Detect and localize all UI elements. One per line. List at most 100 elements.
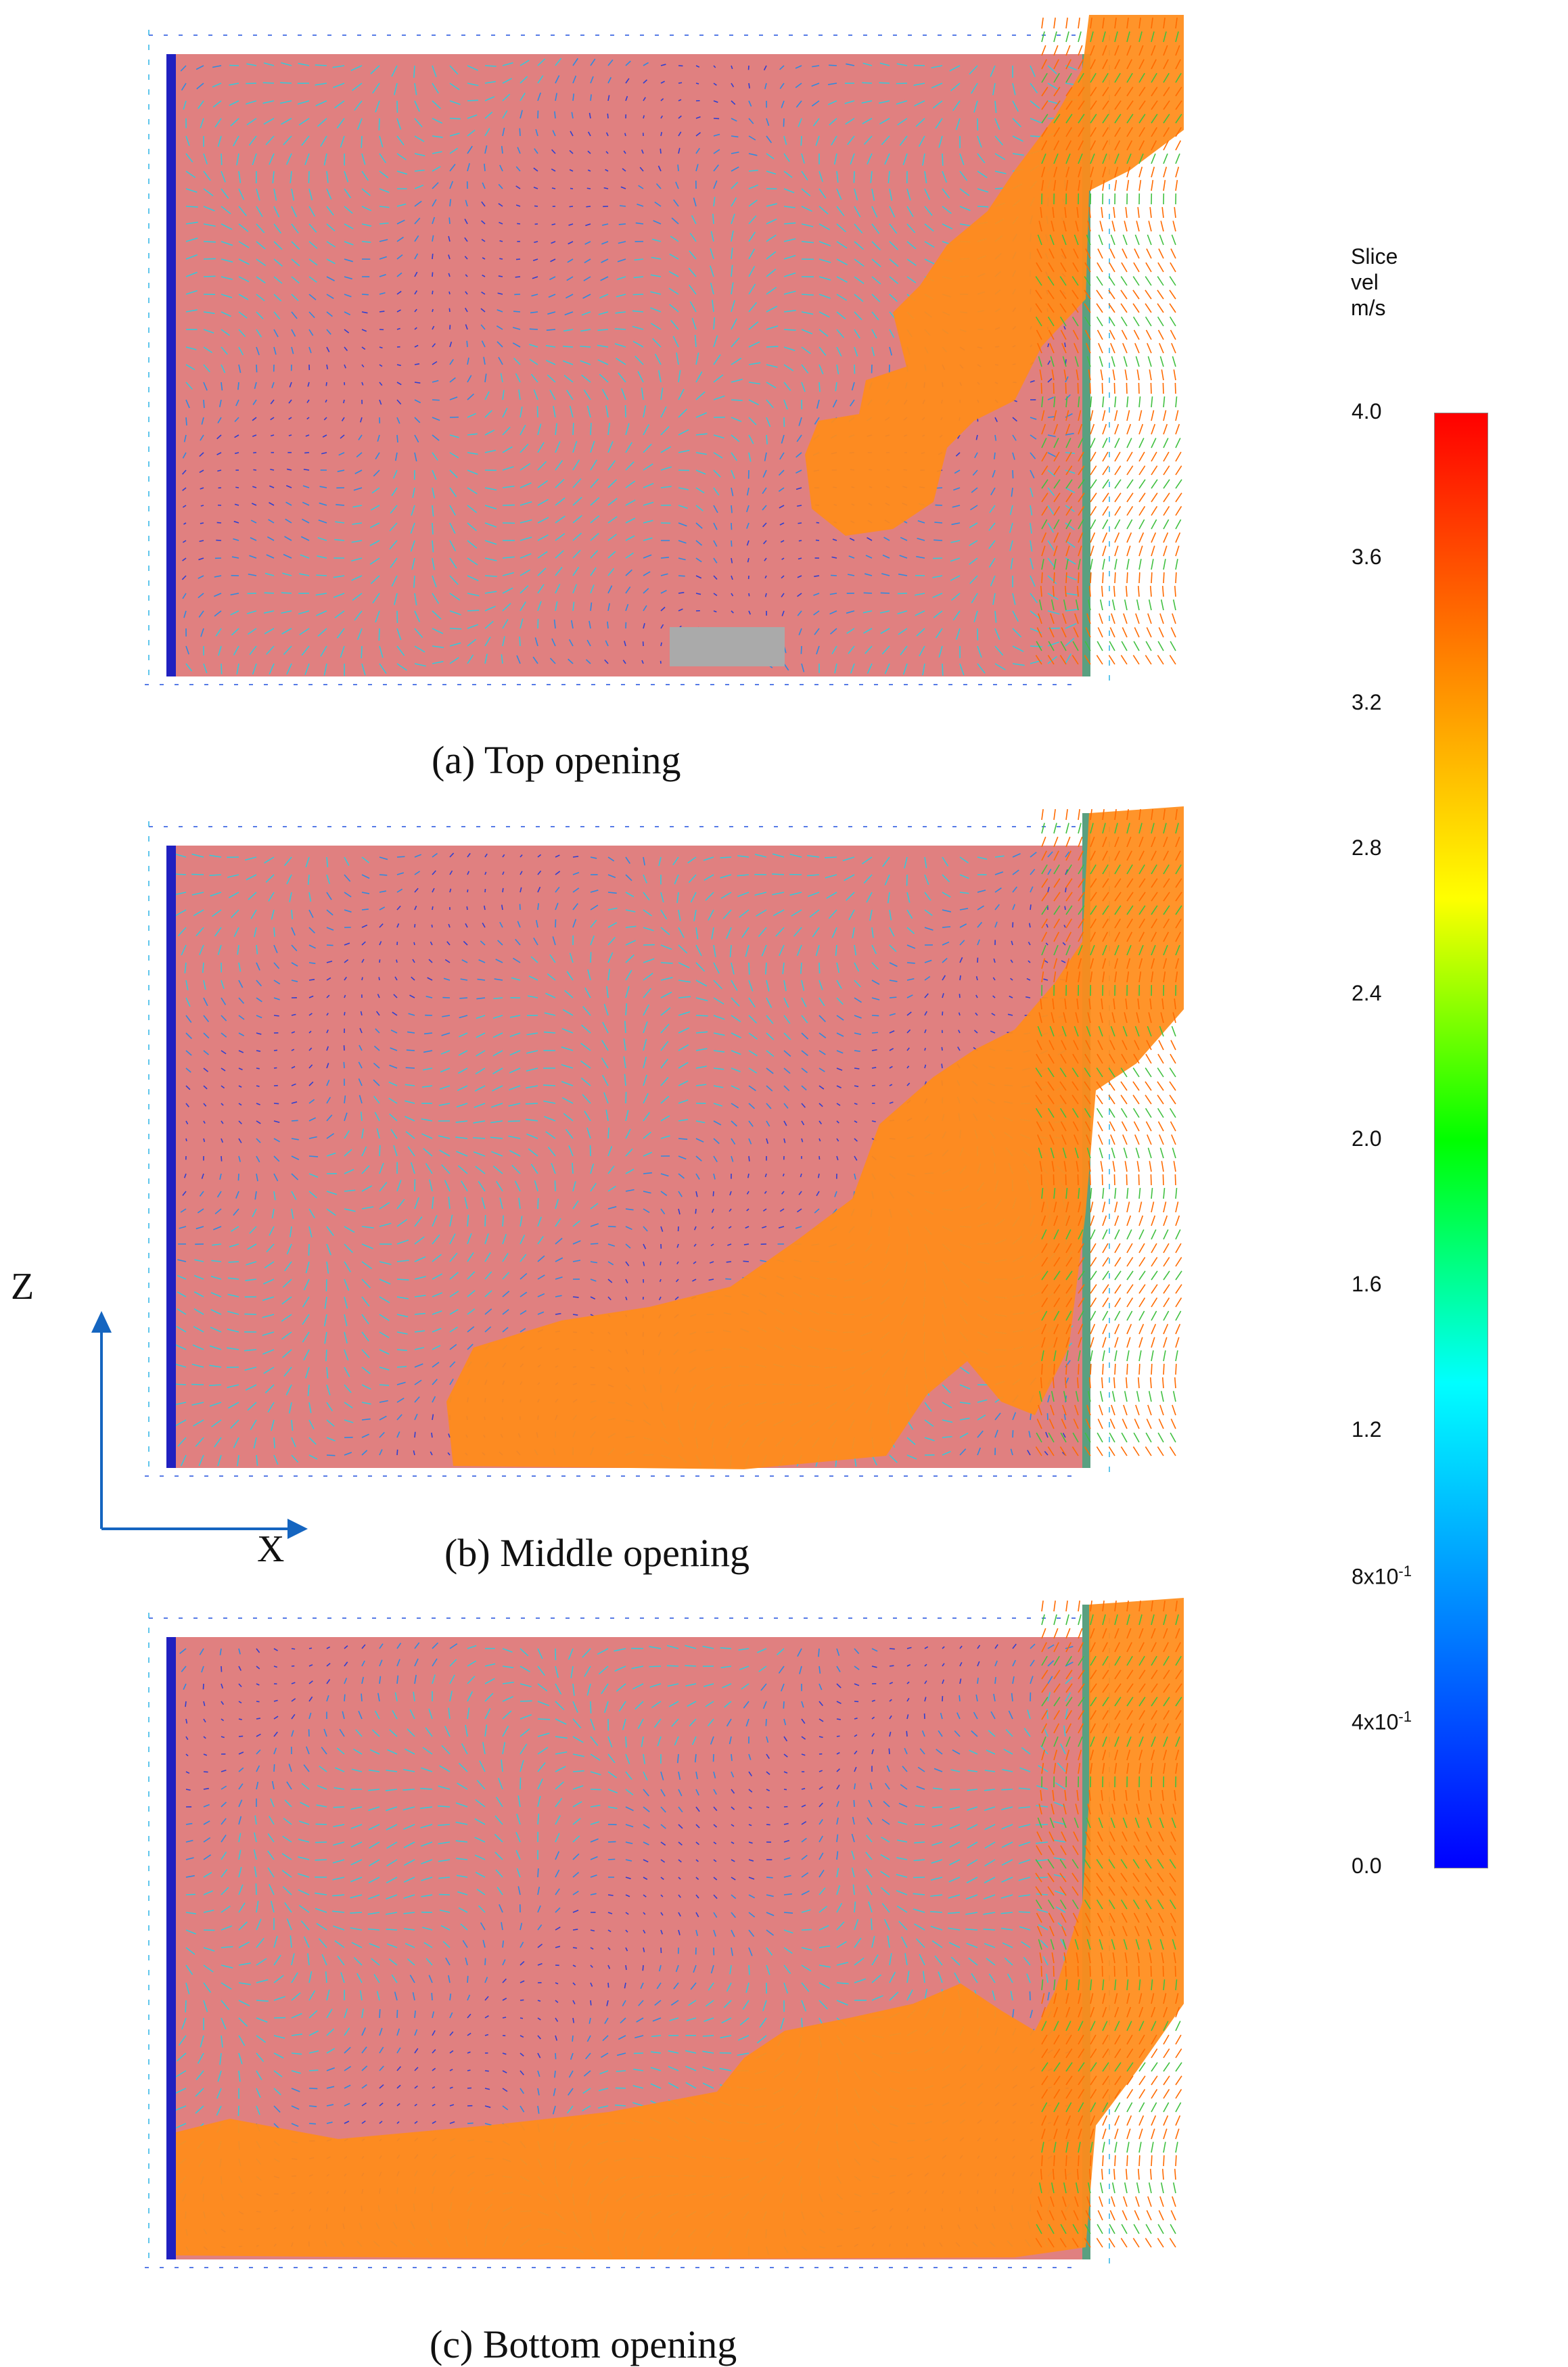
velocity-vector	[397, 1279, 409, 1280]
velocity-vector	[308, 1244, 309, 1256]
velocity-vector	[1054, 572, 1055, 583]
velocity-vector	[749, 963, 750, 975]
velocity-vector	[633, 294, 643, 295]
velocity-vector	[450, 628, 461, 629]
velocity-vector	[744, 1244, 749, 1245]
velocity-vector	[292, 1120, 298, 1121]
velocity-vector	[432, 272, 433, 277]
velocity-vector	[397, 435, 398, 442]
velocity-vector	[825, 857, 837, 858]
velocity-vector	[1090, 572, 1091, 583]
velocity-vector	[191, 874, 204, 875]
velocity-vector	[696, 83, 699, 84]
velocity-vector	[246, 83, 256, 84]
velocity-vector	[508, 1121, 520, 1122]
velocity-vector	[362, 294, 369, 295]
velocity-vector	[201, 505, 204, 506]
velocity-vector	[890, 997, 896, 998]
velocity-vector	[607, 622, 608, 628]
velocity-vector	[819, 963, 820, 973]
velocity-vector	[572, 1163, 573, 1174]
velocity-vector	[308, 171, 309, 183]
velocity-vector	[896, 83, 907, 84]
velocity-vector	[872, 1015, 879, 1016]
velocity-vector	[720, 857, 731, 858]
velocity-vector	[696, 1015, 708, 1016]
velocity-vector	[1138, 1174, 1139, 1185]
velocity-vector	[432, 906, 433, 910]
velocity-vector	[625, 405, 626, 417]
velocity-vector	[1175, 1174, 1176, 1185]
velocity-vector	[1066, 572, 1067, 583]
velocity-vector	[1102, 383, 1103, 394]
velocity-vector	[573, 856, 578, 857]
velocity-vector	[414, 942, 415, 945]
velocity-vector	[500, 241, 503, 242]
velocity-vector	[1126, 1174, 1127, 1185]
velocity-vector	[274, 1067, 277, 1068]
velocity-vector	[204, 258, 216, 259]
velocity-vector	[660, 149, 661, 154]
velocity-vector	[731, 541, 732, 547]
velocity-vector	[186, 206, 198, 207]
velocity-vector	[221, 664, 222, 674]
velocity-vector	[749, 593, 750, 596]
velocity-vector	[749, 1156, 750, 1162]
velocity-vector	[221, 1156, 222, 1162]
velocity-vector	[607, 114, 608, 118]
velocity-vector	[872, 1067, 876, 1068]
velocity-vector	[1030, 904, 1031, 910]
velocity-vector	[573, 423, 574, 435]
velocity-vector	[1102, 1174, 1103, 1185]
velocity-vector	[1065, 888, 1066, 892]
velocity-vector	[1114, 1174, 1115, 1185]
velocity-vector	[186, 417, 187, 426]
velocity-vector	[238, 1174, 239, 1180]
velocity-vector	[362, 909, 369, 910]
velocity-vector	[713, 1191, 714, 1196]
velocity-vector	[1030, 646, 1042, 647]
velocity-vector	[586, 206, 591, 207]
panel-top-opening	[135, 15, 1184, 695]
velocity-vector	[379, 1145, 380, 1156]
velocity-vector	[608, 1128, 609, 1139]
velocity-vector	[591, 1243, 598, 1244]
velocity-vector	[379, 311, 384, 312]
velocity-vector	[1138, 383, 1139, 394]
velocity-vector	[960, 975, 961, 980]
velocity-vector	[1078, 572, 1079, 583]
velocity-vector	[1041, 1174, 1042, 1185]
velocity-vector	[1047, 1413, 1048, 1420]
velocity-vector	[933, 558, 942, 559]
velocity-vector	[200, 523, 204, 524]
velocity-vector	[573, 1314, 578, 1315]
velocity-vector	[406, 1067, 415, 1068]
velocity-vector	[397, 1366, 407, 1367]
velocity-vector	[499, 258, 503, 259]
velocity-vector	[274, 927, 275, 937]
velocity-vector	[1163, 572, 1164, 583]
velocity-vector	[731, 523, 732, 530]
velocity-vector	[432, 523, 433, 534]
velocity-vector	[432, 291, 433, 294]
velocity-vector	[221, 154, 222, 165]
velocity-vector	[801, 136, 802, 145]
velocity-vector	[432, 309, 433, 312]
velocity-vector	[1065, 383, 1066, 394]
velocity-vector	[660, 1262, 661, 1265]
velocity-vector	[695, 1209, 696, 1214]
velocity-vector	[537, 406, 538, 417]
velocity-vector	[872, 1032, 878, 1033]
velocity-vector	[831, 575, 837, 576]
velocity-vector	[1175, 383, 1176, 394]
velocity-vector	[361, 136, 362, 148]
velocity-vector	[570, 206, 573, 207]
velocity-vector	[316, 575, 327, 576]
velocity-vector	[743, 1261, 749, 1262]
floor-vent	[670, 627, 785, 666]
velocity-vector	[1065, 1174, 1066, 1185]
velocity-vector	[485, 1215, 486, 1226]
velocity-vector	[217, 522, 221, 523]
velocity-vector	[1030, 136, 1042, 137]
velocity-vector	[587, 188, 591, 189]
